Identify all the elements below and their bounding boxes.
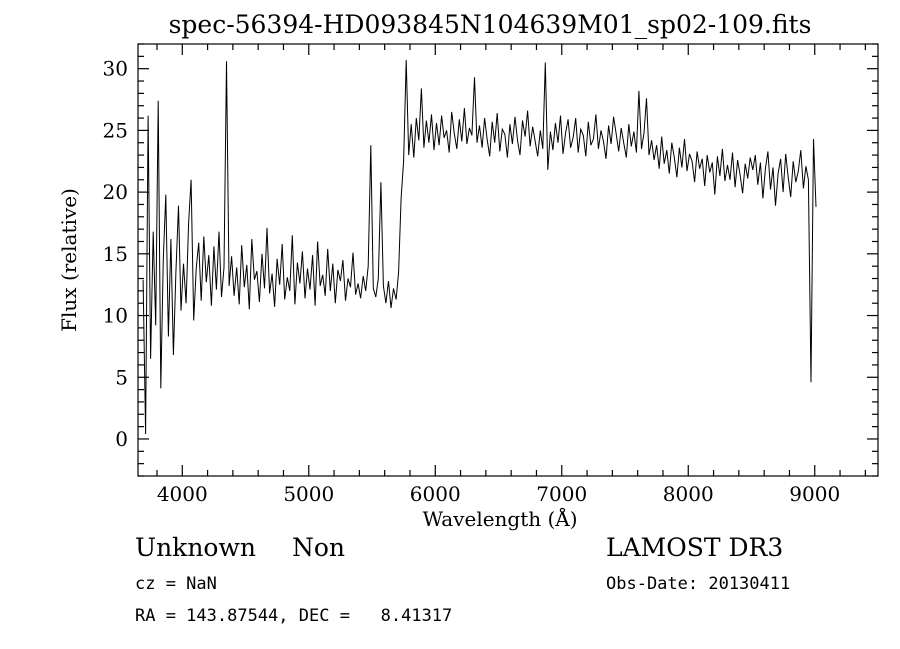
classification-label: Unknown (135, 533, 256, 562)
x-tick-label: 9000 (789, 482, 840, 506)
y-tick-label: 30 (103, 57, 128, 81)
plot-frame: 4000 5000 6000 7000 8000 9000 0 5 10 15 20 25 30 (103, 43, 879, 506)
y-tick-label: 20 (103, 180, 128, 204)
x-tick-label: 4000 (157, 482, 208, 506)
x-tick-label: 8000 (663, 482, 714, 506)
y-tick-label: 5 (115, 365, 128, 389)
survey-label: LAMOST DR3 (606, 533, 783, 562)
spectrum-line (142, 59, 817, 435)
x-tick-label: 5000 (283, 482, 334, 506)
y-tick-label: 25 (103, 118, 128, 142)
y-tick-label: 15 (103, 242, 128, 266)
subclass-label: Non (292, 533, 345, 562)
y-tick-label: 0 (115, 427, 128, 451)
x-tick-label: 6000 (410, 482, 461, 506)
coords-label: RA = 143.87544, DEC = 8.41317 (135, 606, 452, 626)
x-tick-label: 7000 (536, 482, 587, 506)
x-axis-label: Wavelength (Å) (422, 506, 577, 531)
cz-label: cz = NaN (135, 574, 217, 594)
axes-frame (137, 43, 879, 477)
y-tick-label: 10 (103, 304, 128, 328)
chart-title: spec-56394-HD093845N104639M01_sp02-109.f… (169, 10, 812, 39)
obs-date-label: Obs-Date: 20130411 (606, 574, 790, 594)
y-axis-label: Flux (relative) (57, 188, 81, 332)
